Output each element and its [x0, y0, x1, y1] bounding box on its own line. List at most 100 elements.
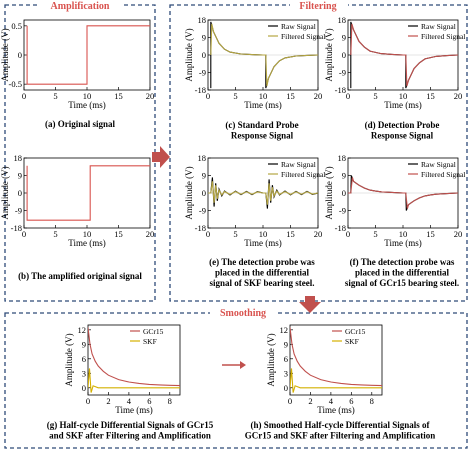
caption-line: (h) Smoothed Half-cycle Differential Sig…: [250, 420, 430, 430]
series-group: [208, 177, 318, 209]
y-tick-label: 0: [202, 50, 206, 60]
x-tick-label: 5: [373, 91, 377, 101]
y-tick-label: -18: [195, 85, 206, 95]
x-axis-label: Time (ms): [115, 405, 152, 415]
series-line-skf: [290, 368, 382, 393]
series-group: [350, 21, 458, 89]
right-arrow-icon: [152, 146, 170, 168]
legend-label: Raw Signal: [421, 22, 456, 31]
x-axis-label: Time (ms): [244, 100, 281, 110]
x-tick-label: 20: [314, 229, 323, 239]
x-tick-label: 15: [114, 229, 123, 239]
series-line-filtered-signal: [208, 181, 318, 205]
y-tick-label: 18: [198, 153, 207, 163]
legend-label: Filtered Signal: [421, 170, 465, 179]
caption-d: (d) Detection Probe Response Signal: [365, 120, 440, 141]
x-tick-label: 0: [22, 91, 26, 101]
x-tick-label: 10: [399, 229, 408, 239]
x-axis-label: Time (ms): [68, 238, 105, 248]
y-tick-label: 0: [18, 50, 22, 60]
chart-c: 0 5 10 15 20 -18 -9 0 9 18 Time (ms) Amplitude (V) R…: [184, 15, 325, 110]
legend-label: Filtered Signal: [281, 32, 325, 41]
x-tick-label: 5: [233, 229, 237, 239]
y-axis-label: Amplitude (V): [184, 28, 194, 81]
x-tick-label: 15: [114, 91, 123, 101]
y-tick-label: 9: [202, 171, 206, 181]
y-tick-label: 0.5: [11, 21, 22, 31]
chart-b: 0 5 10 15 20 -18 -9 0 9 18 Time (ms) Amplitude (V): [0, 153, 154, 248]
caption-line: signal of SKF bearing steel.: [210, 278, 315, 288]
y-tick-label: 0: [202, 188, 206, 198]
y-tick-label: 18: [198, 15, 207, 25]
legend-label: GCr15: [345, 327, 366, 336]
filtering-header: Filtering: [299, 1, 336, 12]
y-tick-label: -9: [199, 206, 206, 216]
caption-line: signal of GCr15 bearing steel.: [345, 278, 459, 288]
caption-line: Response Signal: [231, 131, 294, 141]
caption-f: (f) The detection probe was placed in the…: [345, 257, 459, 288]
x-tick-label: 0: [22, 229, 26, 239]
y-axis-label: Amplitude (V): [0, 28, 10, 81]
y-tick-label: -18: [335, 85, 346, 95]
caption-line: and SKF after Filtering and Amplificatio…: [49, 431, 211, 441]
series-line-filtered-signal: [210, 23, 318, 87]
y-tick-label: 9: [342, 33, 346, 43]
x-tick-label: 20: [146, 229, 155, 239]
y-tick-label: 9: [342, 171, 346, 181]
x-tick-label: 6: [349, 396, 353, 406]
y-tick-label: 18: [14, 153, 23, 163]
caption-line: (g) Half-cycle Differential Signals of G…: [47, 420, 214, 430]
series-group: [88, 327, 180, 393]
caption-c: (c) Standard Probe Response Signal: [225, 120, 298, 141]
y-tick-label: 6: [284, 354, 288, 364]
smoothing-header: Smoothing: [220, 308, 266, 319]
caption-g: (g) Half-cycle Differential Signals of G…: [47, 420, 214, 441]
caption-line: placed in the differential: [215, 268, 310, 278]
caption-line: Response Signal: [371, 131, 434, 141]
y-tick-label: 9: [18, 171, 22, 181]
series-line-filtered-signal: [348, 177, 458, 209]
y-tick-label: 3: [82, 368, 86, 378]
y-tick-label: 3: [284, 368, 288, 378]
caption-line: (c) Standard Probe: [225, 120, 298, 130]
x-tick-label: 20: [146, 91, 155, 101]
y-tick-label: 18: [338, 15, 347, 25]
y-axis-label: Amplitude (V): [64, 333, 74, 386]
y-tick-label: -9: [339, 206, 346, 216]
x-axis-label: Time (ms): [244, 238, 281, 248]
x-axis-label: Time (ms): [384, 238, 421, 248]
y-tick-label: 6: [82, 354, 86, 364]
plot-frame: [87, 324, 181, 396]
x-tick-label: 2: [106, 396, 110, 406]
x-tick-label: 0: [288, 396, 292, 406]
legend-label: Raw Signal: [281, 160, 316, 169]
down-arrow-icon: [299, 296, 321, 313]
y-tick-label: -9: [199, 68, 206, 78]
chart-f: 0 5 10 15 20 -18 -9 0 9 18 Time (ms) Amplitude (V) R…: [324, 153, 465, 248]
x-tick-label: 20: [454, 91, 463, 101]
series-group: [210, 21, 318, 89]
legend-label: Filtered Signal: [421, 32, 465, 41]
y-tick-label: 0: [342, 50, 346, 60]
x-tick-label: 8: [168, 396, 172, 406]
series-line-gcr15: [290, 327, 382, 387]
caption-line: (f) The detection probe was: [350, 257, 455, 267]
smoothing-arrow-icon: [240, 361, 246, 369]
y-tick-label: 0: [82, 383, 86, 393]
series-line-gcr15: [88, 327, 180, 387]
x-tick-label: 20: [314, 91, 323, 101]
x-tick-label: 4: [329, 396, 334, 406]
x-tick-label: 4: [127, 396, 132, 406]
y-tick-label: -18: [11, 223, 22, 233]
series-group: [26, 165, 150, 221]
y-axis-label: Amplitude (V): [324, 28, 334, 81]
caption-line: GCr15 and SKF after Filtering and Amplif…: [245, 431, 436, 441]
y-tick-label: -0.5: [9, 79, 22, 89]
plot-frame: [23, 157, 151, 229]
caption-h: (h) Smoothed Half-cycle Differential Sig…: [245, 420, 436, 441]
x-axis-label: Time (ms): [384, 100, 421, 110]
legend-label: SKF: [143, 337, 157, 346]
y-axis-label: Amplitude (V): [184, 166, 194, 219]
x-tick-label: 10: [259, 229, 268, 239]
x-tick-label: 15: [286, 229, 295, 239]
